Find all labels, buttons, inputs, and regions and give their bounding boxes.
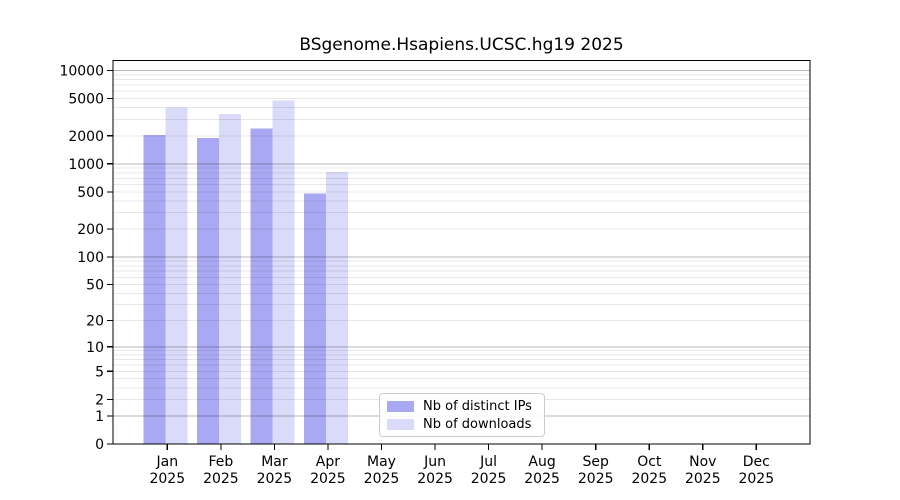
y-tick-label: 1000 bbox=[68, 157, 104, 173]
y-axis: 0 12 5 10 20 50 100 200 500 1000 2000 5000 10000 bbox=[59, 64, 113, 453]
x-tick-label-year: 2025 bbox=[578, 471, 614, 487]
bar-nb-of-distinct-ips-jan bbox=[143, 134, 166, 445]
x-tick-label-year: 2025 bbox=[203, 471, 239, 487]
y-tick-label: 100 bbox=[77, 250, 104, 266]
bar-nb-of-distinct-ips-apr bbox=[304, 193, 327, 444]
chart-title: BSgenome.Hsapiens.UCSC.hg19 2025 bbox=[299, 35, 624, 55]
x-tick-label-month: Mar bbox=[261, 454, 288, 470]
x-tick-label-year: 2025 bbox=[631, 471, 667, 487]
bars bbox=[143, 100, 349, 445]
x-tick-label-month: Dec bbox=[743, 454, 770, 470]
bar-nb-of-downloads-feb bbox=[219, 113, 242, 445]
y-tick-label: 10 bbox=[86, 340, 104, 356]
x-tick-label-year: 2025 bbox=[364, 471, 400, 487]
y-tick-label: 2000 bbox=[68, 129, 104, 145]
bar-nb-of-downloads-jan bbox=[165, 107, 188, 444]
x-tick-label-month: Feb bbox=[209, 454, 234, 470]
y-tick-label: 0 bbox=[95, 437, 104, 453]
x-tick-label-year: 2025 bbox=[257, 471, 293, 487]
bar-nb-of-distinct-ips-mar bbox=[250, 128, 273, 444]
x-tick-label-year: 2025 bbox=[149, 471, 185, 487]
legend: Nb of distinct IPs Nb of downloads bbox=[379, 393, 545, 437]
y-tick-label: 5 bbox=[95, 364, 104, 380]
y-tick-label: 2 bbox=[95, 393, 104, 409]
x-tick-label-year: 2025 bbox=[738, 471, 774, 487]
x-tick-label-month: Jan bbox=[156, 454, 179, 470]
x-tick-label-month: Aug bbox=[528, 454, 555, 470]
x-tick-label-year: 2025 bbox=[524, 471, 560, 487]
legend-label-distinct-ips: Nb of distinct IPs bbox=[423, 398, 532, 414]
y-tick-label: 200 bbox=[77, 222, 104, 238]
y-tick-label: 10000 bbox=[59, 64, 104, 80]
x-tick-label-year: 2025 bbox=[310, 471, 346, 487]
x-tick-label-month: Sep bbox=[583, 454, 610, 470]
legend-swatch-downloads bbox=[387, 418, 414, 430]
y-tick-label: 50 bbox=[86, 278, 104, 294]
plot-frame bbox=[112, 59, 811, 445]
gridlines bbox=[113, 70, 810, 417]
x-tick-label-month: Jun bbox=[423, 454, 446, 470]
x-tick-label-year: 2025 bbox=[685, 471, 721, 487]
bar-nb-of-downloads-apr bbox=[326, 171, 349, 444]
x-tick-label-month: May bbox=[367, 454, 396, 470]
x-tick-label-month: Nov bbox=[689, 454, 716, 470]
legend-swatch-distinct-ips bbox=[387, 400, 414, 412]
y-tick-label: 5000 bbox=[68, 92, 104, 108]
legend-entry-distinct-ips: Nb of distinct IPs bbox=[387, 397, 532, 415]
x-tick-label-month: Jul bbox=[479, 454, 497, 470]
x-tick-label-year: 2025 bbox=[417, 471, 453, 487]
bar-nb-of-distinct-ips-feb bbox=[197, 137, 220, 445]
y-tick-label: 500 bbox=[77, 185, 104, 201]
y-tick-label: 1 bbox=[95, 409, 104, 425]
x-tick-label-month: Apr bbox=[316, 454, 340, 470]
y-tick-label: 20 bbox=[86, 314, 104, 330]
x-tick-label-year: 2025 bbox=[471, 471, 507, 487]
legend-label-downloads: Nb of downloads bbox=[423, 416, 532, 432]
x-tick-label-month: Oct bbox=[637, 454, 662, 470]
bar-nb-of-downloads-mar bbox=[272, 100, 295, 445]
legend-entry-downloads: Nb of downloads bbox=[387, 415, 532, 433]
x-axis: Jan2025Feb2025Mar2025Apr2025May2025Jun20… bbox=[149, 444, 774, 487]
